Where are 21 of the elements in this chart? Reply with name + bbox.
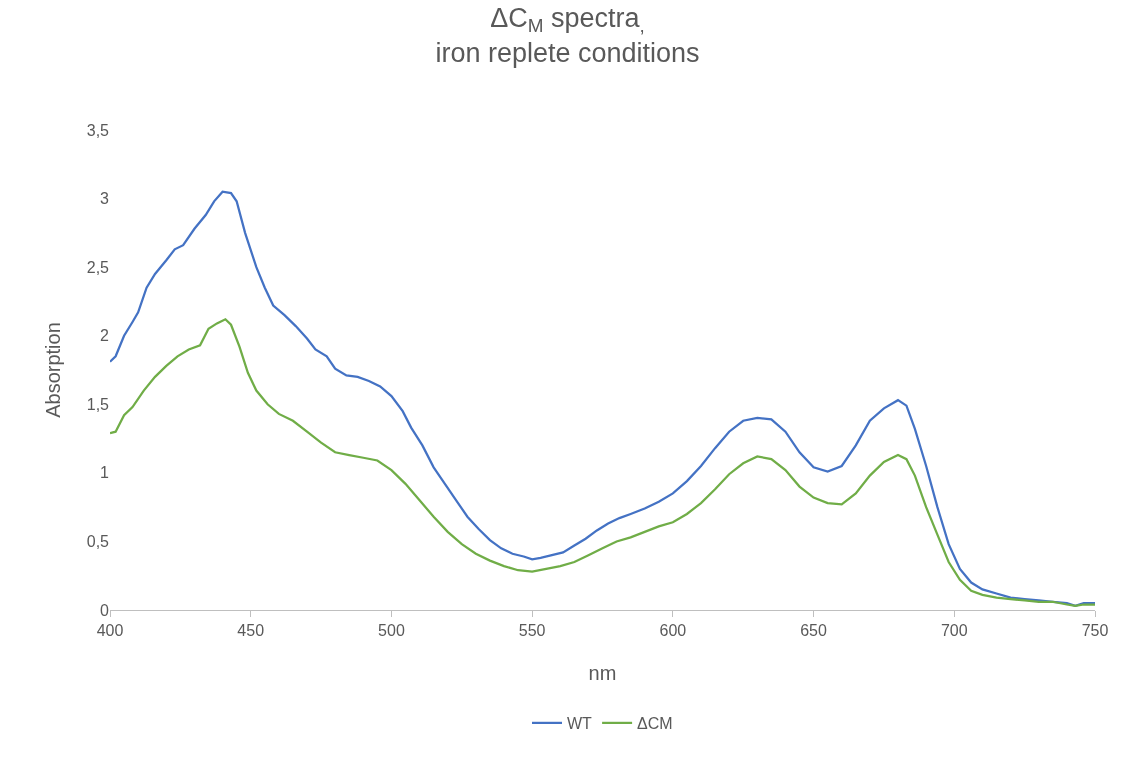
y-tick-label: 0	[100, 601, 110, 619]
x-tick-label: 750	[1081, 622, 1109, 640]
y-tick-label: 3,5	[86, 121, 110, 139]
y-tick-label: 1	[100, 464, 110, 482]
chart-title: ΔC$_{M}$ spectra$_{,}$ iron replete conditions	[435, 2, 700, 68]
y-tick-label: 3	[100, 190, 110, 208]
y-tick-label: 2	[100, 327, 110, 345]
x-tick-label: 700	[940, 622, 968, 640]
legend-label: ΔCM	[637, 715, 673, 733]
y-tick-label: 0,5	[86, 533, 110, 551]
x-tick-label: 450	[237, 622, 265, 640]
x-axis-title: nm	[588, 662, 617, 684]
y-tick-label: 1,5	[86, 395, 110, 413]
x-tick-label: 550	[518, 622, 546, 640]
x-tick-label: 600	[659, 622, 687, 640]
x-tick-label: 400	[96, 622, 124, 640]
x-tick-label: 650	[800, 622, 828, 640]
y-tick-label: 2,5	[86, 258, 110, 276]
x-tick-label: 500	[378, 622, 405, 640]
legend-label: WT	[567, 715, 593, 733]
y-axis-title: Absorption	[42, 322, 64, 418]
